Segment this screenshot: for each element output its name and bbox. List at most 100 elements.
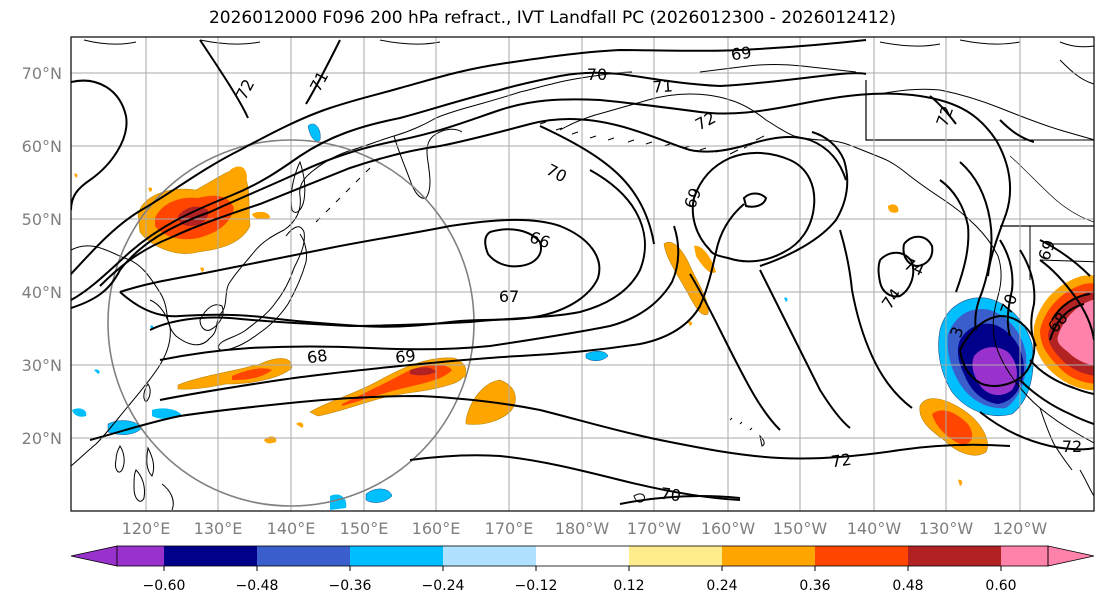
contour-line xyxy=(691,152,816,263)
contour-line xyxy=(71,92,1012,309)
contour-line xyxy=(1049,303,1085,341)
contour-line xyxy=(149,169,646,331)
colorbar-segment xyxy=(257,546,350,566)
contour-line xyxy=(1019,379,1094,425)
contour-line xyxy=(71,39,867,275)
graticule xyxy=(71,37,1094,511)
contour-label: 68 xyxy=(306,346,329,368)
contour-line xyxy=(71,71,867,301)
colorbar-extend-min xyxy=(70,545,118,567)
lat-label: 30°N xyxy=(22,356,62,375)
contour-label: 67 xyxy=(499,287,519,306)
contour-line xyxy=(99,117,847,287)
contour-line xyxy=(159,203,745,401)
lon-label: 180°W xyxy=(555,519,610,538)
colorbar-segment xyxy=(908,546,1001,566)
contour-line xyxy=(689,273,781,431)
contour-line xyxy=(902,235,934,268)
colorbar-tick-label: 0.60 xyxy=(985,578,1016,594)
colorbar-tick-label: 0.24 xyxy=(706,578,737,594)
colorbar-segment xyxy=(117,546,164,566)
colorbar-segment xyxy=(350,546,443,566)
colorbar-tick-label: 0.12 xyxy=(613,578,644,594)
lon-label: 120°W xyxy=(993,519,1048,538)
contour-line xyxy=(305,39,341,105)
lon-label: 170°W xyxy=(627,519,682,538)
contour-line xyxy=(929,95,957,125)
positive-anomaly-region xyxy=(177,358,293,390)
contour-line xyxy=(409,454,741,501)
colorbar-segment xyxy=(722,546,815,566)
colorbar-tick-label: 0.48 xyxy=(892,578,923,594)
refractivity-contours xyxy=(71,39,1094,505)
contour-line xyxy=(839,229,913,409)
lat-label: 20°N xyxy=(22,429,62,448)
colorbar-segment xyxy=(629,546,722,566)
contour-label: 71 xyxy=(652,76,674,96)
contour-label: 70 xyxy=(587,65,607,84)
lon-label: 160°W xyxy=(701,519,756,538)
positive-anomaly-region xyxy=(663,242,709,315)
kamchatka-coastline xyxy=(393,128,463,199)
lon-label: 120°E xyxy=(122,519,171,538)
contour-label: 70 xyxy=(659,484,682,506)
map-title: 2026012000 F096 200 hPa refract., IVT La… xyxy=(208,8,896,28)
lat-label: 40°N xyxy=(22,283,62,302)
contour-line xyxy=(759,131,849,267)
contour-line xyxy=(1039,239,1091,277)
asia-coastline xyxy=(71,71,633,346)
contour-line xyxy=(759,269,851,429)
lon-label: 140°W xyxy=(847,519,902,538)
colorbar-segment xyxy=(164,546,257,566)
contour-line xyxy=(71,79,128,211)
contour-label: 69 xyxy=(394,346,416,367)
colorbar-tick-label: −0.24 xyxy=(422,578,465,594)
contour-label: 72 xyxy=(830,450,853,472)
contour-line xyxy=(959,314,1036,387)
colorbar-tick-label: 0.36 xyxy=(799,578,830,594)
colorbar-segment xyxy=(1001,546,1048,566)
lon-label: 170°E xyxy=(485,519,534,538)
lon-label: 130°W xyxy=(919,519,974,538)
colorbar: −0.60 −0.48 −0.36 −0.24 −0.12 0.12 0.24 0.36 0.4… xyxy=(70,545,1095,594)
colorbar-tick-label: −0.12 xyxy=(515,578,558,594)
lat-label: 60°N xyxy=(22,137,62,156)
colorbar-tick-label: −0.36 xyxy=(329,578,372,594)
contour-line xyxy=(619,495,741,505)
lon-label: 130°E xyxy=(194,519,243,538)
contour-line xyxy=(199,39,249,119)
contour-line xyxy=(959,161,993,331)
colorbar-segment xyxy=(536,546,629,566)
colorbar-tick-label: −0.48 xyxy=(236,578,279,594)
landfall-region-circle xyxy=(107,139,475,507)
contour-line xyxy=(89,394,1011,460)
contour-line xyxy=(999,119,1035,143)
contour-line xyxy=(484,228,542,268)
colorbar-segment xyxy=(815,546,908,566)
contour-line xyxy=(539,125,655,245)
contour-label: 72 xyxy=(1062,437,1082,456)
lon-label: 150°E xyxy=(340,519,389,538)
colorbar-segment xyxy=(443,546,536,566)
north-america-coastline xyxy=(992,255,1094,444)
contour-line xyxy=(159,225,680,361)
contour-line xyxy=(119,218,601,328)
lon-label: 140°E xyxy=(267,519,316,538)
contour-line xyxy=(742,192,768,208)
lat-label: 70°N xyxy=(22,64,62,83)
colorbar-tick-label: −0.60 xyxy=(143,578,186,594)
latitude-labels: 70°N 60°N 50°N 40°N 30°N 20°N xyxy=(22,64,62,448)
contour-line xyxy=(1029,359,1094,395)
contour-line xyxy=(999,239,1014,337)
lat-label: 50°N xyxy=(22,210,62,229)
contour-label: 69 xyxy=(730,43,753,65)
lon-label: 160°E xyxy=(412,519,461,538)
contour-line xyxy=(979,411,1094,451)
colorbar-extend-max xyxy=(1047,545,1095,567)
contour-line xyxy=(1051,293,1091,321)
lon-label: 150°W xyxy=(773,519,828,538)
map-frame xyxy=(70,36,1095,512)
longitude-labels: 120°E 130°E 140°E 150°E 160°E 170°E 180°… xyxy=(122,519,1048,538)
contour-line xyxy=(939,179,970,293)
